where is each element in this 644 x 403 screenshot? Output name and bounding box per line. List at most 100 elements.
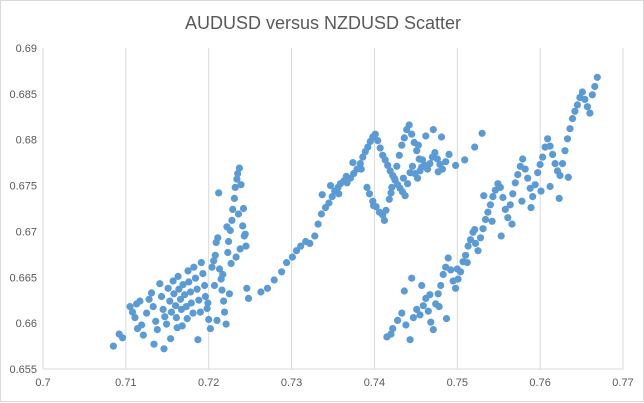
data-point: [126, 303, 134, 311]
data-point: [376, 144, 384, 152]
data-point: [297, 242, 305, 250]
data-point: [157, 292, 166, 301]
data-point: [381, 156, 389, 164]
data-point: [568, 115, 577, 123]
data-point: [514, 171, 522, 179]
data-point: [143, 309, 151, 317]
data-point: [328, 193, 336, 201]
data-point: [359, 153, 367, 161]
data-point: [521, 165, 529, 173]
data-point: [314, 220, 322, 228]
y-tick-label: 0.67: [16, 226, 37, 238]
data-point: [452, 284, 460, 292]
data-point: [193, 285, 201, 293]
data-point: [564, 173, 572, 181]
data-point: [222, 320, 230, 328]
data-point: [481, 215, 490, 224]
data-point: [213, 316, 221, 324]
data-point: [228, 216, 236, 224]
data-point: [131, 314, 139, 322]
data-point: [118, 334, 127, 342]
data-point: [546, 142, 554, 150]
data-point: [356, 160, 364, 168]
data-point: [197, 259, 205, 267]
data-point: [408, 274, 416, 282]
data-point: [230, 194, 238, 202]
data-point: [371, 130, 379, 138]
data-point: [511, 179, 519, 187]
data-point: [434, 290, 442, 298]
tick-labels: 0.7 0.71 0.72 0.73 0.74 0.75 0.76 0.77 0.655 0.66…: [9, 43, 633, 389]
data-point: [364, 143, 372, 151]
data-point: [578, 88, 587, 96]
data-point: [419, 302, 427, 310]
data-point: [464, 242, 472, 250]
data-point: [136, 297, 144, 305]
data-point: [239, 204, 248, 213]
data-point: [172, 302, 180, 310]
data-point: [461, 156, 469, 164]
data-point: [201, 292, 209, 301]
data-point: [444, 254, 452, 262]
data-point: [544, 135, 552, 143]
data-point: [581, 95, 589, 103]
data-point: [199, 270, 207, 278]
data-point: [435, 303, 443, 311]
data-point: [160, 345, 168, 353]
data-point: [526, 184, 534, 192]
data-point: [208, 263, 216, 271]
data-point: [147, 289, 156, 297]
data-point: [196, 308, 204, 316]
x-tick-label: 0.72: [198, 377, 219, 389]
data-point: [205, 315, 213, 324]
data-point: [195, 296, 203, 304]
data-point: [388, 183, 396, 191]
data-point: [537, 187, 545, 195]
x-tick-label: 0.76: [529, 377, 550, 389]
data-point: [233, 175, 241, 183]
data-point: [227, 259, 235, 268]
data-point: [232, 253, 240, 261]
data-point: [288, 253, 296, 261]
data-point: [486, 201, 494, 209]
data-point: [189, 309, 197, 317]
data-point: [365, 190, 374, 198]
data-point: [429, 126, 437, 134]
data-point: [242, 242, 250, 250]
data-point: [496, 183, 504, 191]
data-point: [380, 216, 388, 224]
data-point: [166, 297, 174, 305]
data-point: [478, 129, 486, 137]
data-point: [244, 294, 253, 302]
x-tick-label: 0.75: [447, 377, 468, 389]
data-point: [174, 272, 182, 280]
data-point: [185, 278, 193, 286]
data-point: [318, 191, 326, 199]
data-point: [429, 326, 437, 334]
data-point: [442, 315, 451, 323]
data-point: [413, 147, 421, 155]
data-point: [437, 281, 445, 290]
data-point: [454, 275, 462, 283]
data-point: [509, 190, 517, 198]
data-point: [506, 201, 514, 209]
data-point: [225, 290, 233, 298]
data-point: [404, 180, 412, 188]
data-point: [408, 162, 417, 170]
data-point: [335, 190, 343, 198]
data-point: [439, 270, 447, 279]
data-point: [471, 143, 479, 151]
data-point: [573, 101, 582, 109]
data-point: [499, 193, 507, 202]
data-point: [162, 320, 171, 328]
data-point: [463, 259, 471, 267]
data-point: [488, 217, 496, 225]
data-point: [401, 192, 409, 200]
data-point: [181, 291, 189, 299]
data-point: [426, 160, 434, 168]
data-point: [152, 317, 160, 325]
data-point: [480, 192, 488, 200]
data-point: [524, 174, 532, 182]
